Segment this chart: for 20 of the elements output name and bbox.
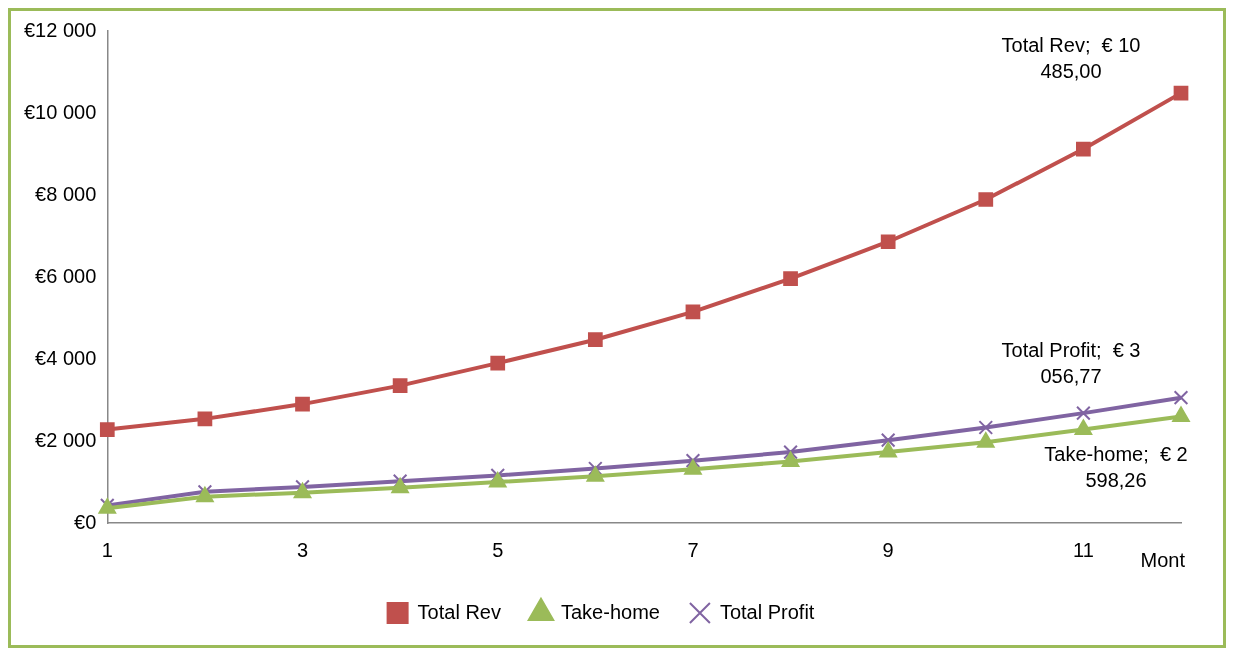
x-tick-label: 11 (1073, 538, 1094, 561)
y-tick-label: €12 000 (24, 18, 97, 41)
y-tick-label: €2 000 (35, 428, 97, 451)
x-tick-label: 7 (687, 538, 699, 561)
x-tick-label: 5 (492, 538, 504, 561)
legend-label: Total Rev (417, 600, 501, 623)
data-label: Total Profit; € 3 056,77 (1001, 338, 1141, 387)
x-tick-label: 9 (882, 538, 894, 561)
legend-label: Total Profit (719, 600, 815, 623)
y-tick-label: €10 000 (24, 100, 97, 123)
data-label: Total Rev; € 10 485,00 (1001, 34, 1141, 83)
legend-label: Take-home (560, 600, 660, 623)
y-tick-label: €4 000 (35, 346, 97, 369)
x-tick-label: 1 (101, 538, 113, 561)
x-tick-label: 3 (296, 538, 309, 561)
x-axis-title: Mont (1140, 549, 1186, 571)
y-tick-label: €0 (74, 510, 97, 533)
y-tick-label: €6 000 (35, 264, 97, 287)
y-tick-label: €8 000 (35, 182, 97, 205)
data-label: Take-home; € 2 598,26 (1044, 443, 1188, 492)
